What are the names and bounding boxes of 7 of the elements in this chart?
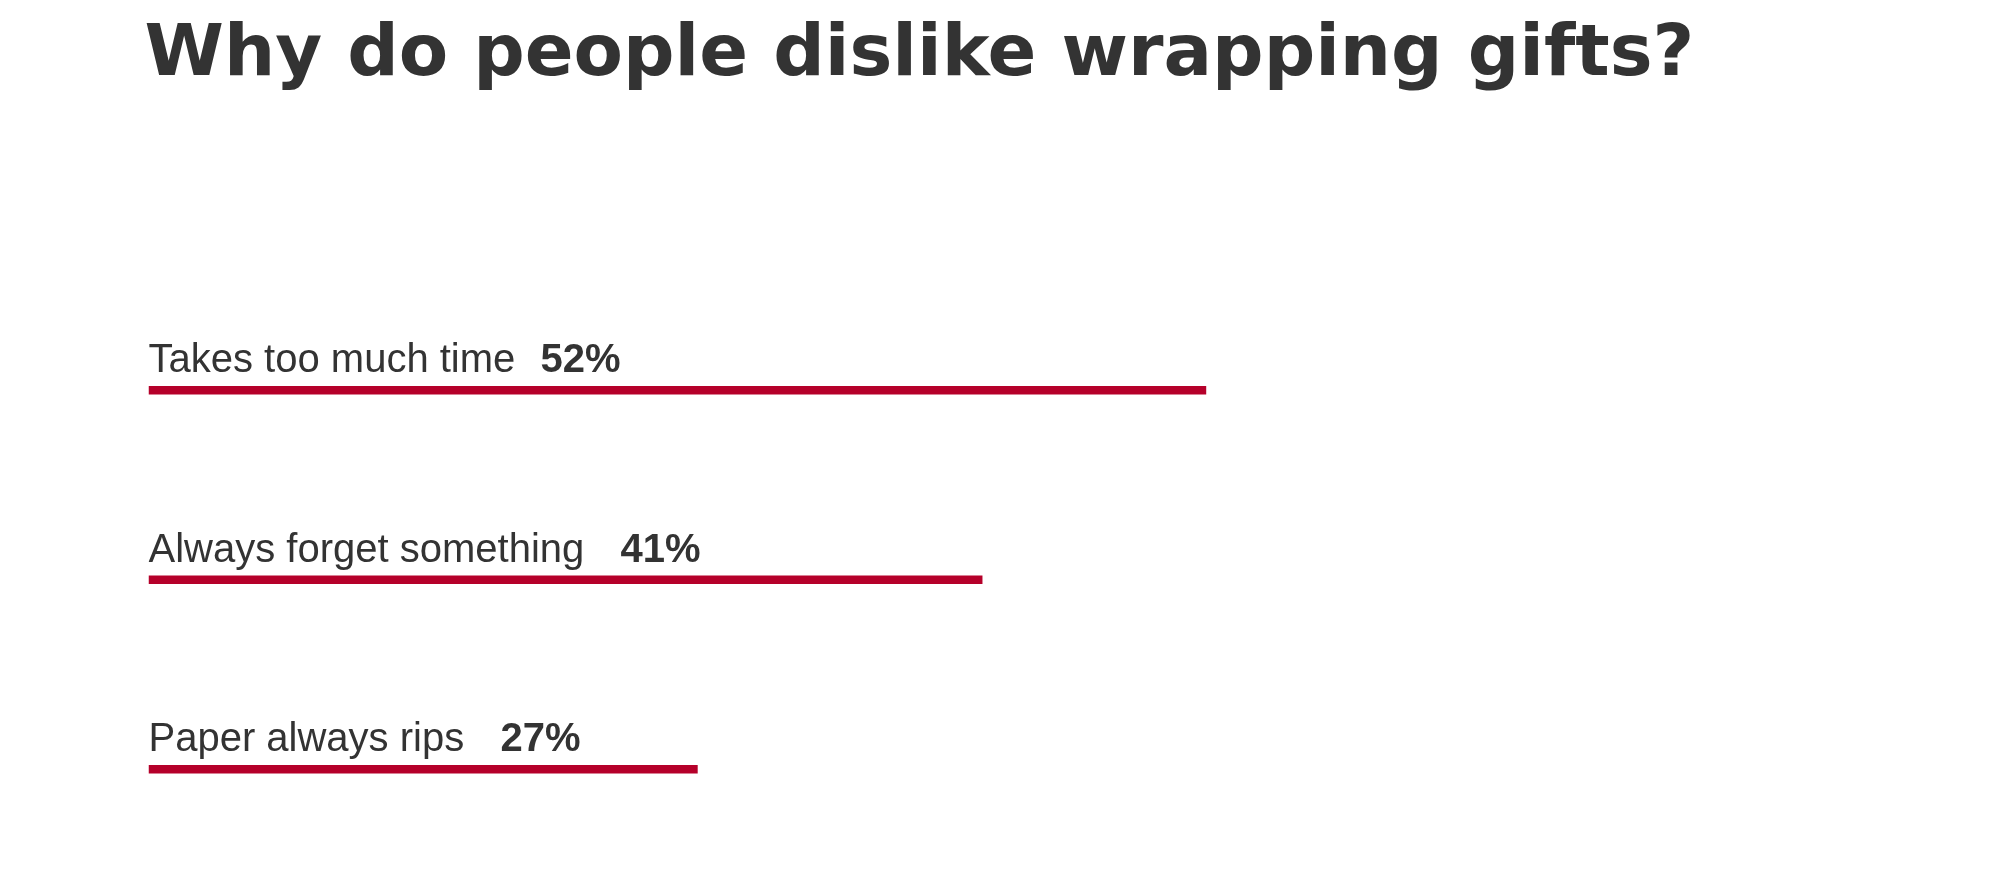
y-tick-label: Always forget something (148, 525, 585, 570)
data-label: 52% (540, 336, 621, 381)
y-tick-label: Paper always rips (148, 715, 465, 760)
y-tick-label: Takes too much time (148, 336, 516, 381)
chart-title: Why do people dislike wrapping gifts? (144, 7, 1695, 92)
data-label: 41% (620, 525, 701, 570)
data-label: 27% (500, 715, 581, 760)
